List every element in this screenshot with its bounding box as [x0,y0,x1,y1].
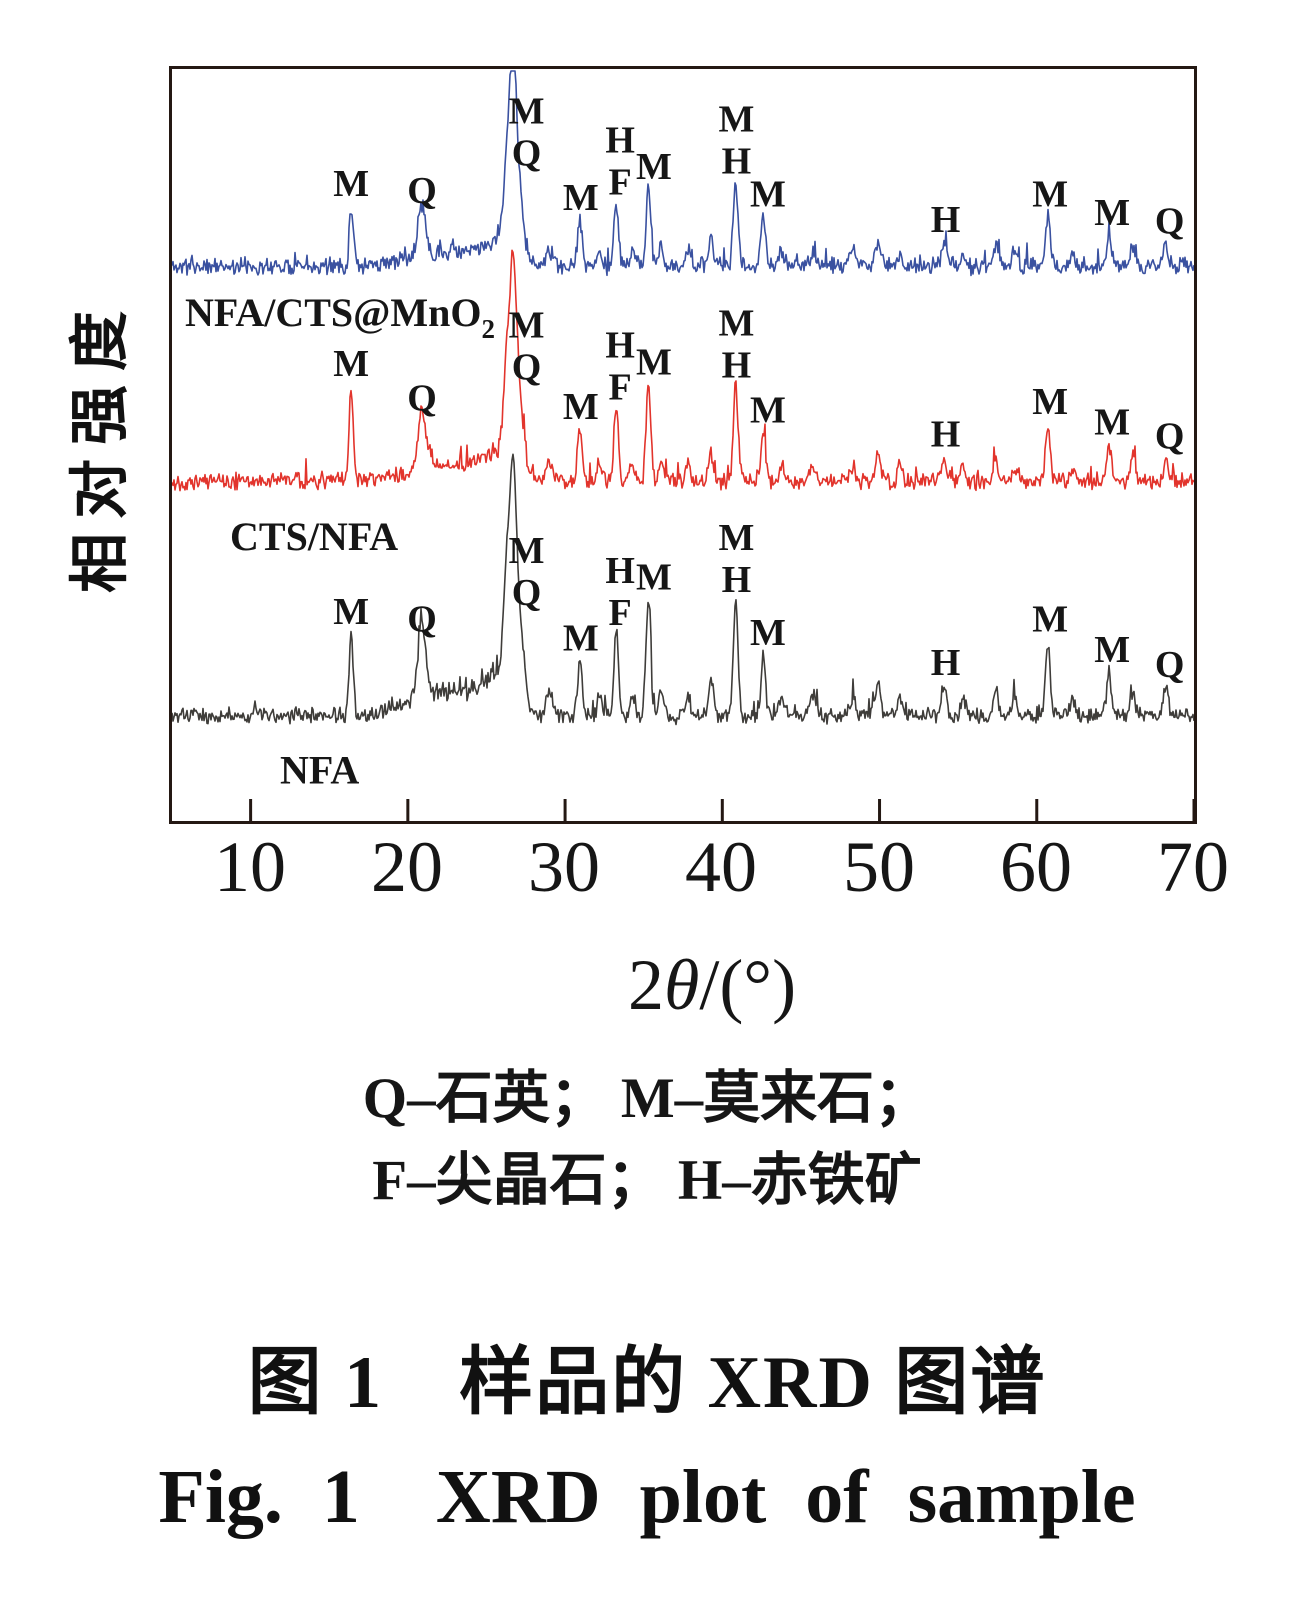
x-tick-label-70: 70 [1157,827,1229,907]
peak-label-H: H [722,345,752,387]
trace-NFA/CTS@MnO2 [172,70,1194,277]
series-label-NFA/CTS@MnO2: NFA/CTS@MnO2 [185,290,495,344]
legend-line-1: Q–石英； M–莫来石； [362,1067,932,1130]
peak-label-M: M [750,173,786,215]
peak-label-F: F [608,162,631,204]
phase-legend: Q–石英； M–莫来石； F–尖晶石； H–赤铁矿 [0,1058,1294,1222]
peak-label-M: M [719,517,755,559]
peak-label-M: M [563,386,599,428]
plot-area: M Q Q M M F H M H M M H M M Q NFA/CTS@MnO2 M Q Q M M F H M H M M H M… [169,66,1197,824]
x-tick-label-30: 30 [528,827,600,907]
x-tick-label-10: 10 [214,827,286,907]
peak-label-H: H [931,642,961,684]
peak-label-Q: Q [512,347,542,389]
series-label-CTS/NFA: CTS/NFA [230,514,398,559]
caption-chinese: 图 1 样品的 XRD 图谱 [247,1342,1047,1424]
peak-label-M: M [563,177,599,219]
peak-label-F: F [608,592,631,634]
peak-label-M: M [509,530,545,572]
peak-label-M: M [509,305,545,347]
peak-label-H: H [722,140,752,182]
x-tick-label-50: 50 [843,827,915,907]
series-label-NFA: NFA [280,748,359,793]
peak-label-M: M [333,163,369,205]
peak-label-M: M [750,612,786,654]
peak-label-M: M [636,341,672,383]
trace-NFA [172,453,1194,726]
peak-label-M: M [719,303,755,345]
peak-label-M: M [1032,599,1068,641]
caption-english: Fig. 1 XRD plot of sample [158,1455,1136,1539]
peak-label-M: M [563,618,599,660]
peak-label-H: H [722,559,752,601]
peak-label-M: M [1094,402,1130,444]
peak-label-M: M [1094,629,1130,671]
peak-label-M: M [1094,192,1130,234]
x-axis-label-prefix: 2 [627,945,664,1025]
peak-label-M: M [636,146,672,188]
trace-CTS/NFA [172,249,1194,492]
peak-label-H: H [605,120,635,162]
peak-label-H: H [605,324,635,366]
x-tick-label-20: 20 [371,827,443,907]
peak-label-M: M [333,343,369,385]
peak-label-M: M [1032,381,1068,423]
peak-label-Q: Q [1155,644,1185,686]
peak-label-Q: Q [407,599,437,641]
peak-label-H: H [931,199,961,241]
peak-label-Q: Q [1155,201,1185,243]
peak-label-M: M [333,591,369,633]
peak-label-M: M [1032,173,1068,215]
peak-label-M: M [636,557,672,599]
x-tick-label-40: 40 [685,827,757,907]
x-axis-label: 2θ/(°) [628,944,796,1027]
peak-label-Q: Q [407,378,437,420]
peak-label-H: H [931,414,961,456]
peak-label-M: M [509,91,545,133]
x-axis-label-theta: θ [663,945,700,1025]
peak-label-M: M [719,98,755,140]
peak-label-Q: Q [407,170,437,212]
x-axis-label-suffix: /(°) [699,945,797,1025]
peak-label-H: H [605,550,635,592]
peak-label-F: F [608,366,631,408]
y-axis-label: 相对强度 [67,297,134,593]
peak-label-Q: Q [512,133,542,175]
x-tick-label-60: 60 [1000,827,1072,907]
legend-line-2: F–尖晶石； H–赤铁矿 [372,1149,922,1212]
peak-label-M: M [750,390,786,432]
peak-label-Q: Q [1155,415,1185,457]
peak-label-Q: Q [512,572,542,614]
